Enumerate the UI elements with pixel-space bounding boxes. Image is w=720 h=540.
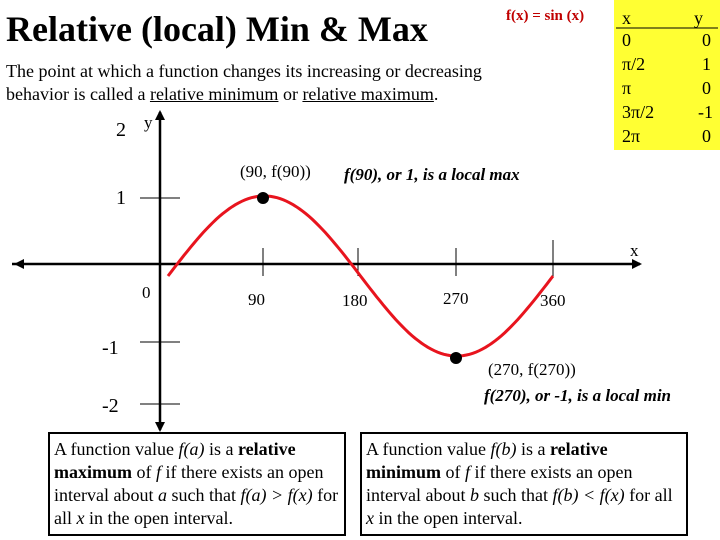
table-cell-x: 0 bbox=[622, 30, 631, 50]
term-relative-maximum: relative maximum bbox=[302, 84, 434, 104]
x-tick-label: 360 bbox=[540, 291, 566, 310]
def-text: f(b) < f(x) bbox=[552, 485, 625, 505]
def-text: of bbox=[441, 462, 466, 482]
local-max-point bbox=[257, 192, 269, 204]
def-text: x bbox=[76, 508, 85, 528]
def-text: f(a) > f(x) bbox=[240, 485, 313, 505]
y-tick-label: 1 bbox=[116, 187, 126, 209]
def-text: f(b) bbox=[490, 439, 517, 459]
table-cell-x: π bbox=[622, 78, 632, 98]
y-tick-label: -2 bbox=[102, 395, 119, 417]
y-axis-label: y bbox=[144, 113, 153, 132]
min-point-label: (270, f(270)) bbox=[488, 360, 576, 379]
table-cell-y: 0 bbox=[702, 126, 711, 146]
table-cell-y: 0 bbox=[702, 78, 711, 98]
min-note: f(270), or -1, is a local min bbox=[484, 386, 671, 405]
x-tick-label: 270 bbox=[443, 289, 469, 308]
def-text: is a bbox=[204, 439, 238, 459]
table-header-rule bbox=[616, 27, 718, 29]
intro-part: . bbox=[433, 84, 439, 104]
max-point-label: (90, f(90)) bbox=[240, 162, 311, 181]
table-header-y: y bbox=[694, 8, 703, 28]
def-text: is a bbox=[516, 439, 550, 459]
def-text: if there exists an open interval about bbox=[54, 462, 324, 505]
y-axis-bottom-arrow bbox=[155, 422, 165, 432]
table-cell-y: -1 bbox=[698, 102, 713, 122]
def-text: A function value bbox=[366, 439, 491, 459]
intro-part: The point at which a function changes it… bbox=[6, 61, 482, 104]
x-axis-label: x bbox=[630, 241, 639, 260]
def-text: such that bbox=[478, 485, 553, 505]
min-definition-box: A function value f(b) is a relative mini… bbox=[360, 432, 688, 536]
def-text: f(a) bbox=[178, 439, 205, 459]
intro-text: The point at which a function changes it… bbox=[6, 60, 546, 106]
y-tick-label: -1 bbox=[102, 337, 119, 359]
def-text: for all bbox=[54, 485, 339, 528]
table-cell-x: π/2 bbox=[622, 54, 646, 74]
x-tick-label: 0 bbox=[142, 283, 151, 302]
table-cell-y: 0 bbox=[702, 30, 711, 50]
def-text: of bbox=[132, 462, 156, 482]
y-tick-label: 2 bbox=[116, 119, 126, 141]
x-axis-left-arrow bbox=[14, 259, 24, 269]
y-axis-top-arrow bbox=[155, 110, 165, 120]
def-term: relative maximum bbox=[54, 439, 296, 482]
x-axis-right-arrow bbox=[632, 259, 642, 269]
def-text: a bbox=[157, 485, 167, 505]
def-text: for all bbox=[624, 485, 673, 505]
term-relative-minimum: relative minimum bbox=[149, 84, 279, 104]
x-tick-label: 180 bbox=[342, 291, 368, 310]
def-text: b bbox=[469, 485, 479, 505]
table-header-x: x bbox=[622, 8, 631, 28]
def-text: such that bbox=[166, 485, 241, 505]
page-title: Relative (local) Min & Max bbox=[6, 9, 428, 49]
local-min-point bbox=[450, 352, 462, 364]
def-text: f bbox=[465, 462, 471, 482]
sine-curve bbox=[166, 194, 555, 358]
def-text: in the open interval. bbox=[84, 508, 233, 528]
table-cell-y: 1 bbox=[702, 54, 711, 74]
def-text: f bbox=[156, 462, 162, 482]
def-text: A function value bbox=[54, 439, 179, 459]
max-note: f(90), or 1, is a local max bbox=[344, 165, 520, 184]
function-label: f(x) = sin (x) bbox=[506, 8, 585, 24]
intro-part: or bbox=[278, 84, 303, 104]
def-term: relative minimum bbox=[366, 439, 608, 482]
table-cell-x: 2π bbox=[622, 126, 641, 146]
def-text: in the open interval. bbox=[374, 508, 523, 528]
def-text: x bbox=[366, 508, 374, 528]
x-tick-label: 90 bbox=[248, 290, 265, 309]
def-text: if there exists an open interval about bbox=[366, 462, 633, 505]
max-definition-box: A function value f(a) is a relative maxi… bbox=[48, 432, 346, 536]
value-table: x y 0 0 π/2 1 π 0 3π/2 -1 2π 0 bbox=[614, 0, 720, 150]
table-cell-x: 3π/2 bbox=[622, 102, 655, 122]
